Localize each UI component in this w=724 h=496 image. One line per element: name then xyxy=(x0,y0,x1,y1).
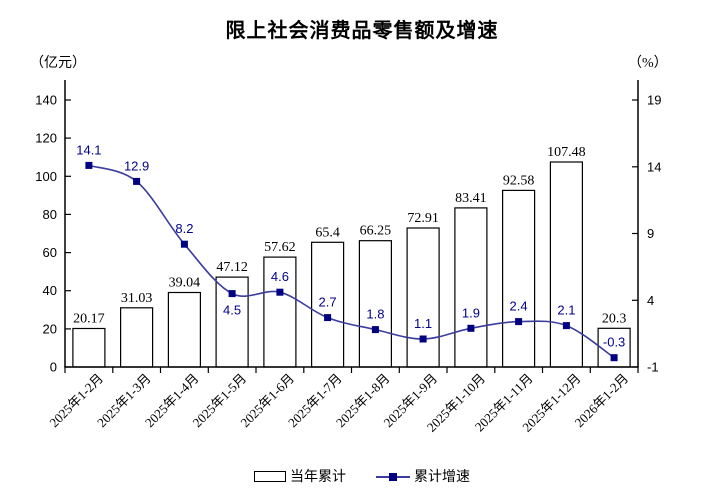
line-swatch-marker-icon xyxy=(389,472,397,481)
line-value-label: -0.3 xyxy=(603,335,625,350)
right-axis-unit-label: （%） xyxy=(628,56,668,71)
legend: 当年累计 累计增速 xyxy=(0,466,724,486)
bar-value-label: 57.62 xyxy=(264,240,296,255)
bar-value-label: 83.41 xyxy=(455,191,487,206)
bar-value-label: 92.58 xyxy=(503,173,535,188)
right-axis-tick-label: -1 xyxy=(647,360,659,375)
bar-value-label: 66.25 xyxy=(360,224,392,239)
line-marker-icon xyxy=(515,318,523,326)
bar xyxy=(502,189,536,368)
bar xyxy=(406,227,440,368)
bar xyxy=(72,327,106,368)
bar xyxy=(454,207,488,368)
line-value-label: 1.9 xyxy=(462,305,480,320)
line-value-label: 1.8 xyxy=(366,307,384,322)
bar-value-label: 20.17 xyxy=(73,312,105,327)
left-axis-tick-label: 120 xyxy=(35,131,57,146)
line-marker-icon xyxy=(371,326,379,334)
line-value-label: 4.6 xyxy=(271,269,289,284)
line-marker-icon xyxy=(228,290,236,298)
legend-item-line: 累计增速 xyxy=(376,466,470,486)
legend-bar-label: 当年累计 xyxy=(290,470,346,485)
left-axis-tick-label: 80 xyxy=(43,207,57,222)
line-value-label: 2.4 xyxy=(510,299,528,314)
bar-value-label: 31.03 xyxy=(121,291,153,306)
bar xyxy=(119,307,154,368)
legend-line-label: 累计增速 xyxy=(414,470,470,485)
legend-item-bar: 当年累计 xyxy=(254,466,346,486)
left-axis-tick-label: 0 xyxy=(50,360,57,375)
line-marker-icon xyxy=(562,322,570,330)
line-value-label: 2.7 xyxy=(319,295,337,310)
bar-value-label: 107.48 xyxy=(547,145,586,160)
left-axis-unit-label: （亿元） xyxy=(30,56,86,71)
line-series-swatch xyxy=(376,472,410,481)
right-axis-tick-label: 4 xyxy=(647,293,654,308)
line-value-label: 2.1 xyxy=(557,303,575,318)
bar-value-label: 72.91 xyxy=(407,211,439,226)
right-axis-tick-label: 9 xyxy=(647,226,654,241)
left-axis-tick-label: 20 xyxy=(43,321,57,336)
bar xyxy=(167,291,201,368)
line-series-path xyxy=(88,164,615,359)
bar xyxy=(549,161,584,368)
left-axis-tick-label: 140 xyxy=(35,93,57,108)
line-value-label: 12.9 xyxy=(124,158,149,173)
left-axis-tick-label: 40 xyxy=(43,283,57,298)
line-value-label: 14.1 xyxy=(76,142,101,157)
left-axis-tick-label: 60 xyxy=(43,245,57,260)
bar-value-label: 20.3 xyxy=(602,311,627,326)
bar-series-swatch xyxy=(254,470,286,482)
line-marker-icon xyxy=(133,177,141,185)
bar xyxy=(311,241,345,368)
line-value-label: 8.2 xyxy=(175,221,193,236)
bar xyxy=(358,240,392,368)
bar-value-label: 47.12 xyxy=(216,260,248,275)
left-axis-tick-label: 100 xyxy=(35,169,57,184)
right-axis-tick-label: 19 xyxy=(647,93,661,108)
line-marker-icon xyxy=(85,161,93,169)
bar-value-label: 65.4 xyxy=(315,225,340,240)
line-value-label: 4.5 xyxy=(223,303,241,318)
line-marker-icon xyxy=(324,314,332,322)
bar-value-label: 39.04 xyxy=(169,276,201,291)
line-marker-icon xyxy=(180,240,188,248)
line-value-label: 1.1 xyxy=(414,316,432,331)
line-marker-icon xyxy=(467,324,475,332)
line-marker-icon xyxy=(276,288,284,296)
line-marker-icon xyxy=(419,335,427,343)
chart-title: 限上社会消费品零售额及增速 xyxy=(225,20,499,42)
right-axis-tick-label: 14 xyxy=(647,159,661,174)
line-marker-icon xyxy=(610,354,618,362)
